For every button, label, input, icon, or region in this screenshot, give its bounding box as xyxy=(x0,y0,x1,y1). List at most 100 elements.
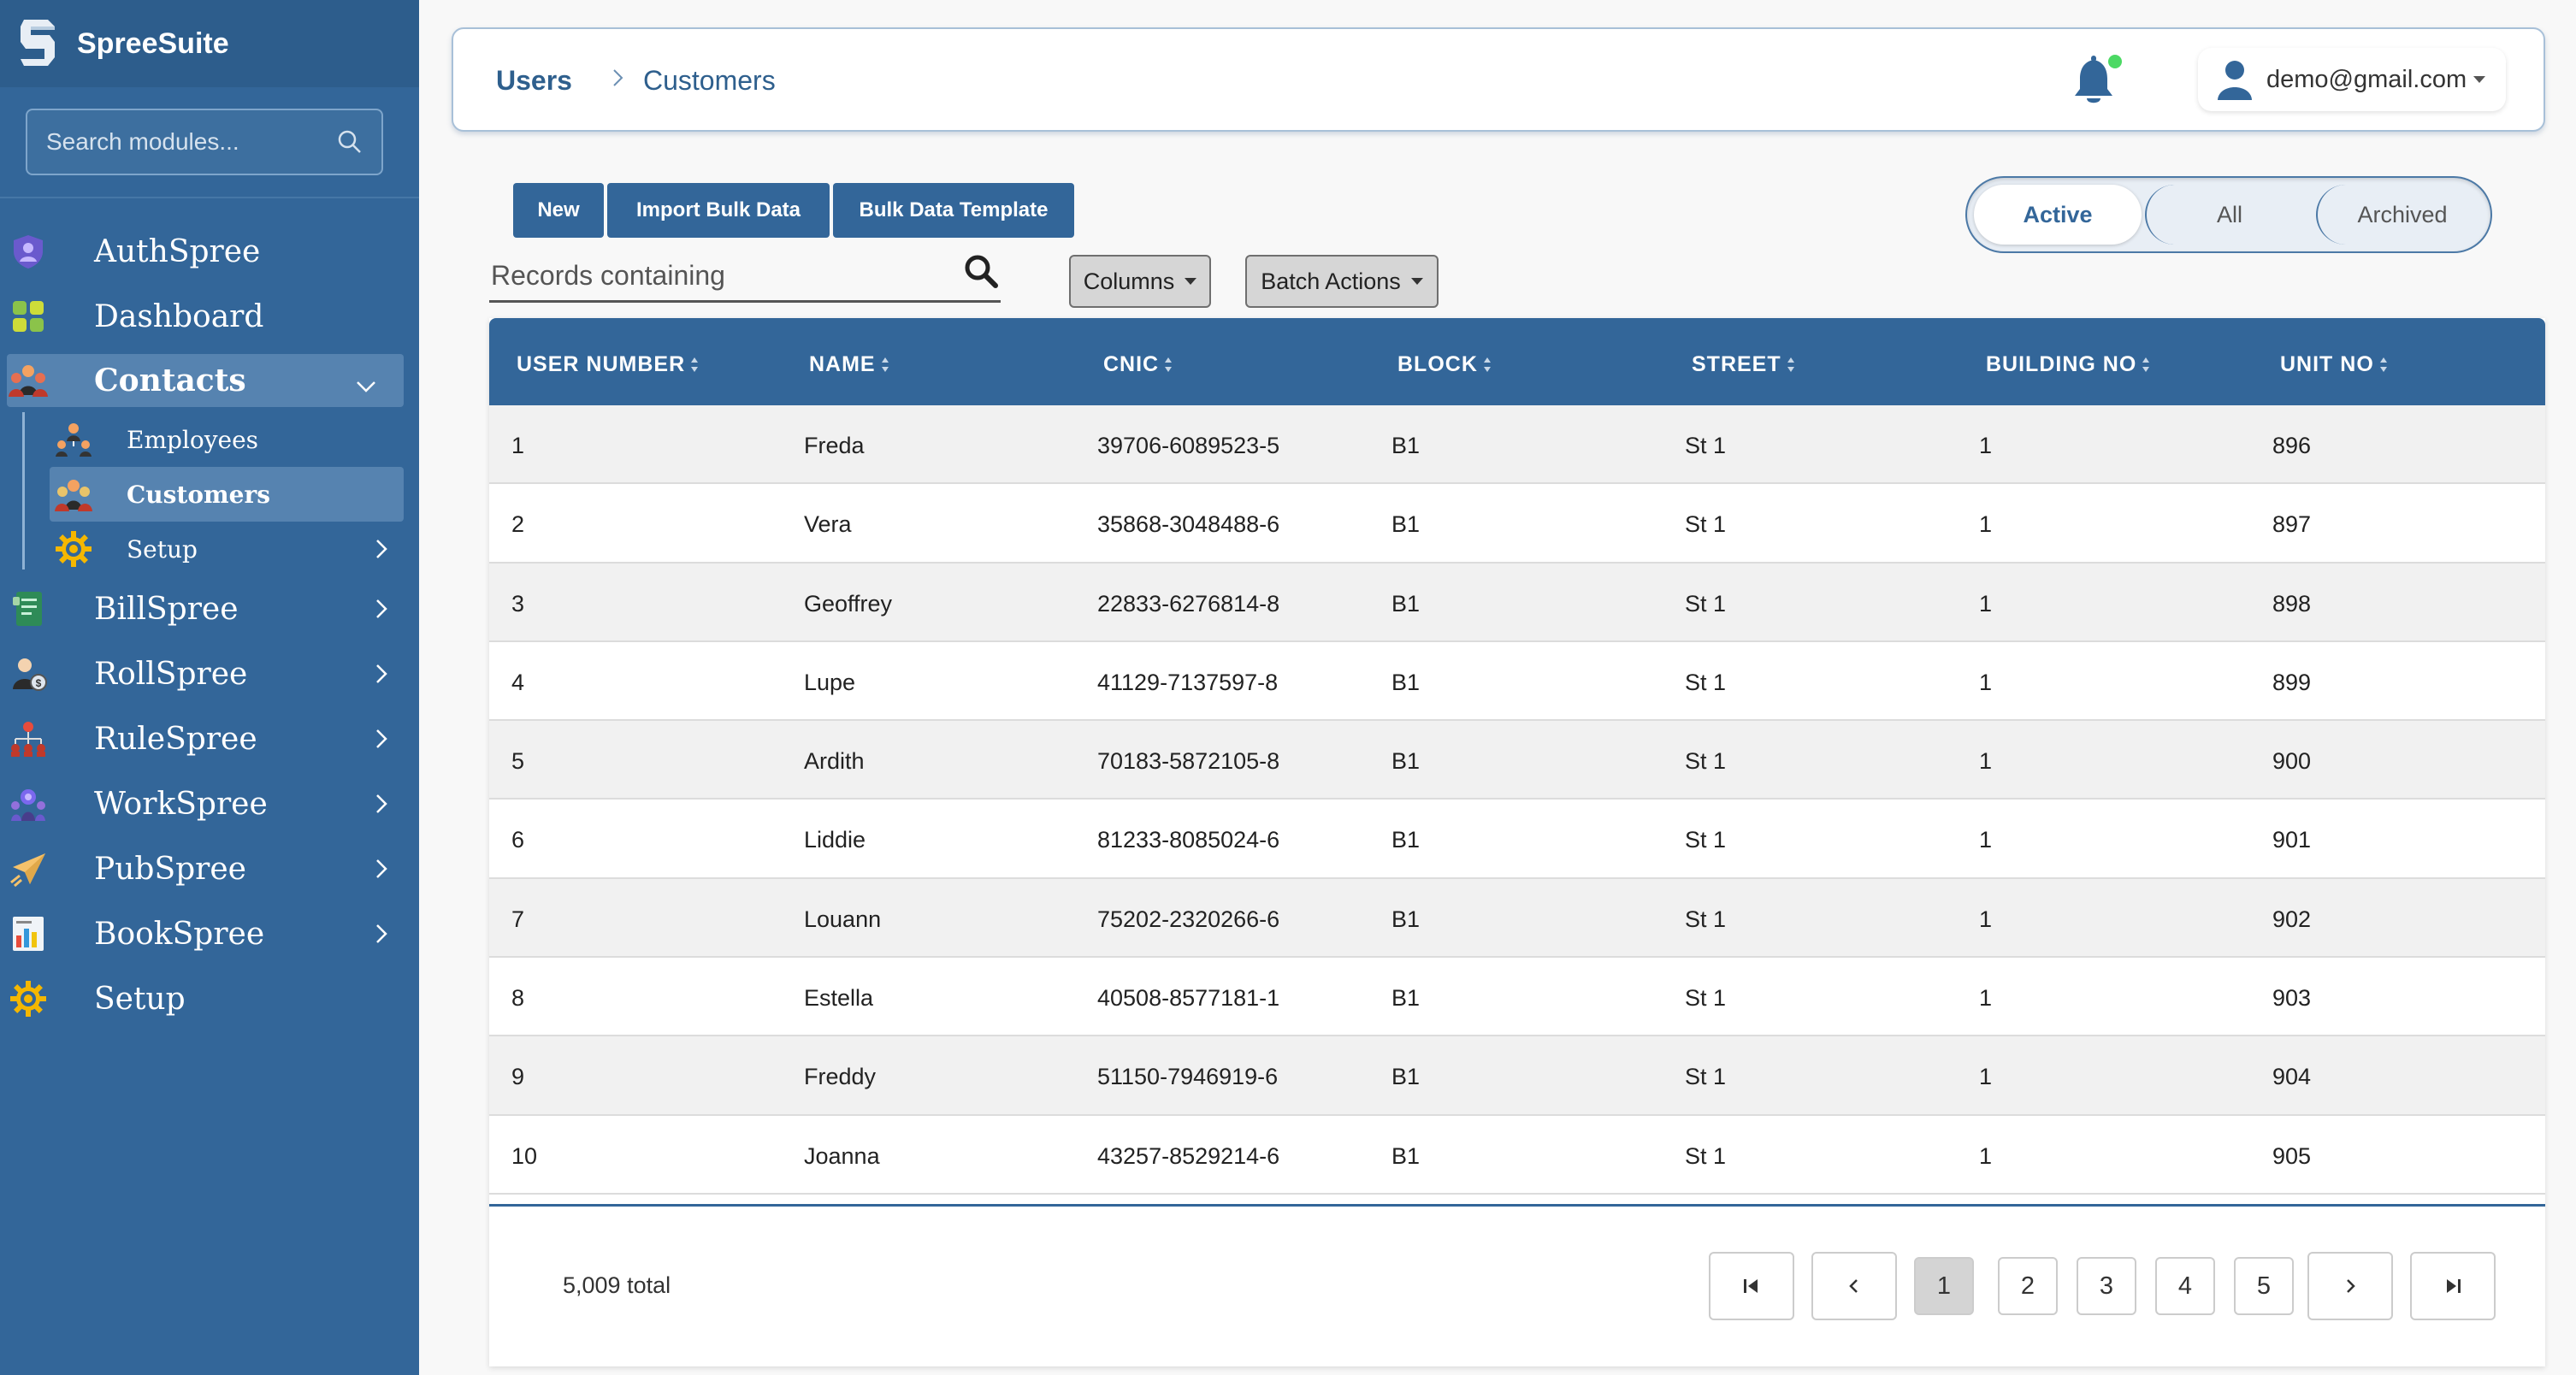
table-cell: St 1 xyxy=(1685,1142,1727,1169)
customers-table: USER NUMBER NAME CNIC BLOCK STREET BUILDING N… xyxy=(489,318,2545,1366)
shield-user-icon xyxy=(9,232,48,271)
column-header[interactable]: UNIT NO xyxy=(2280,352,2388,377)
chevron-right-icon[interactable] xyxy=(368,595,395,623)
sidebar-subitem-employees[interactable]: Employees xyxy=(0,412,419,467)
sidebar-item-rulespree[interactable]: RuleSpree xyxy=(0,706,419,771)
sidebar-item-authspree[interactable]: AuthSpree xyxy=(0,219,419,284)
page-button-1[interactable]: 1 xyxy=(1914,1257,1974,1315)
sidebar-subitem-label: Employees xyxy=(127,425,259,454)
table-row[interactable]: 4 Lupe 41129-7137597-8 B1 St 1 1 899 xyxy=(489,641,2545,722)
breadcrumb-customers: Customers xyxy=(643,65,776,96)
chevron-down-icon[interactable] xyxy=(352,373,380,400)
records-search xyxy=(489,248,1001,303)
employees-icon xyxy=(55,421,92,458)
filter-active[interactable]: Active xyxy=(1974,185,2142,245)
sidebar-item-rollspree[interactable]: $ RollSpree xyxy=(0,641,419,706)
sidebar-item-billspree[interactable]: BillSpree xyxy=(0,576,419,641)
table-cell: St 1 xyxy=(1685,985,1727,1012)
batch-actions-dropdown[interactable]: Batch Actions xyxy=(1245,255,1439,308)
table-cell: St 1 xyxy=(1685,590,1727,617)
filter-all[interactable]: All xyxy=(2145,185,2313,245)
new-button[interactable]: New xyxy=(513,183,604,238)
table-row[interactable]: 7 Louann 75202-2320266-6 B1 St 1 1 902 xyxy=(489,878,2545,959)
sort-icon[interactable] xyxy=(2379,357,2388,373)
next-page-button[interactable] xyxy=(2307,1252,2393,1320)
first-page-button[interactable] xyxy=(1709,1252,1794,1320)
bill-icon xyxy=(9,589,48,628)
sort-icon[interactable] xyxy=(690,357,699,373)
table-row[interactable]: 3 Geoffrey 22833-6276814-8 B1 St 1 1 898 xyxy=(489,563,2545,642)
table-cell: St 1 xyxy=(1685,511,1727,538)
sort-icon[interactable] xyxy=(881,357,889,373)
sidebar-item-label: PubSpree xyxy=(94,851,246,887)
chevron-right-icon[interactable] xyxy=(368,660,395,688)
search-icon[interactable] xyxy=(961,251,1001,291)
table-cell: 6 xyxy=(511,827,525,853)
column-header-label: UNIT NO xyxy=(2280,352,2374,376)
table-footer-divider xyxy=(489,1204,2545,1207)
table-cell: 1 xyxy=(1979,669,1993,695)
filter-archived[interactable]: Archived xyxy=(2316,185,2487,245)
column-header[interactable]: CNIC xyxy=(1103,352,1173,377)
sidebar-item-workspree[interactable]: WorkSpree xyxy=(0,771,419,836)
column-header[interactable]: STREET xyxy=(1692,352,1795,377)
page-button-2[interactable]: 2 xyxy=(1998,1257,2058,1315)
table-row[interactable]: 10 Joanna 43257-8529214-6 B1 St 1 1 905 xyxy=(489,1115,2545,1195)
sidebar-item-dashboard[interactable]: Dashboard xyxy=(0,284,419,349)
columns-dropdown[interactable]: Columns xyxy=(1069,255,1211,308)
breadcrumb-users[interactable]: Users xyxy=(496,65,572,96)
page-button-5[interactable]: 5 xyxy=(2234,1257,2294,1315)
table-cell: 1 xyxy=(1979,1064,1993,1090)
org-chart-icon xyxy=(9,719,48,758)
sidebar-item-pubspree[interactable]: PubSpree xyxy=(0,836,419,901)
user-menu[interactable]: demo@gmail.com xyxy=(2198,48,2506,111)
sidebar-item-bookspree[interactable]: BookSpree xyxy=(0,901,419,966)
column-header[interactable]: BUILDING NO xyxy=(1986,352,2150,377)
chevron-right-icon[interactable] xyxy=(368,535,395,563)
sort-icon[interactable] xyxy=(1483,357,1492,373)
search-icon[interactable] xyxy=(337,129,363,155)
table-cell: 1 xyxy=(1979,1142,1993,1169)
module-search-box[interactable] xyxy=(26,109,383,175)
table-cell: Estella xyxy=(804,985,874,1012)
previous-page-button[interactable] xyxy=(1811,1252,1897,1320)
notification-bell-icon[interactable] xyxy=(2068,51,2128,111)
chevron-right-icon[interactable] xyxy=(368,725,395,752)
module-search-input[interactable] xyxy=(46,128,320,156)
table-row[interactable]: 1 Freda 39706-6089523-5 B1 St 1 1 896 xyxy=(489,405,2545,485)
table-row[interactable]: 9 Freddy 51150-7946919-6 B1 St 1 1 904 xyxy=(489,1036,2545,1116)
table-cell: 70183-5872105-8 xyxy=(1097,748,1280,775)
chevron-right-icon[interactable] xyxy=(368,790,395,817)
sidebar-subitem-customers[interactable]: Customers xyxy=(50,467,404,522)
dashboard-icon xyxy=(9,297,48,336)
sidebar-item-contacts[interactable]: Contacts xyxy=(7,354,404,407)
table-row[interactable]: 6 Liddie 81233-8085024-6 B1 St 1 1 901 xyxy=(489,800,2545,879)
sort-icon[interactable] xyxy=(2142,357,2150,373)
import-bulk-data-button[interactable]: Import Bulk Data xyxy=(607,183,830,238)
total-count: 5,009 total xyxy=(563,1272,671,1298)
page-button-3[interactable]: 3 xyxy=(2077,1257,2136,1315)
sort-icon[interactable] xyxy=(1787,357,1795,373)
chevron-right-icon[interactable] xyxy=(368,920,395,947)
svg-text:$: $ xyxy=(36,677,42,689)
chevron-right-icon[interactable] xyxy=(368,855,395,882)
table-cell: Vera xyxy=(804,511,852,538)
bulk-data-template-button[interactable]: Bulk Data Template xyxy=(833,183,1074,238)
records-search-input[interactable] xyxy=(491,260,936,292)
table-row[interactable]: 5 Ardith 70183-5872105-8 B1 St 1 1 900 xyxy=(489,721,2545,800)
brand[interactable]: SpreeSuite xyxy=(0,0,419,87)
sidebar-item-setup[interactable]: Setup xyxy=(0,966,419,1031)
page-button-4[interactable]: 4 xyxy=(2155,1257,2215,1315)
table-cell: B1 xyxy=(1391,985,1421,1012)
sort-icon[interactable] xyxy=(1164,357,1173,373)
column-header[interactable]: BLOCK xyxy=(1397,352,1492,377)
status-filter: Active All Archived xyxy=(1965,176,2492,253)
columns-dropdown-label: Columns xyxy=(1083,268,1175,294)
sidebar-subitem-setup[interactable]: Setup xyxy=(0,522,419,576)
table-row[interactable]: 8 Estella 40508-8577181-1 B1 St 1 1 903 xyxy=(489,958,2545,1037)
column-header[interactable]: USER NUMBER xyxy=(517,352,699,377)
table-row[interactable]: 2 Vera 35868-3048488-6 B1 St 1 1 897 xyxy=(489,484,2545,564)
column-header[interactable]: NAME xyxy=(809,352,889,377)
last-page-button[interactable] xyxy=(2410,1252,2496,1320)
sidebar: SpreeSuite AuthSpree Dashboard xyxy=(0,0,419,1375)
